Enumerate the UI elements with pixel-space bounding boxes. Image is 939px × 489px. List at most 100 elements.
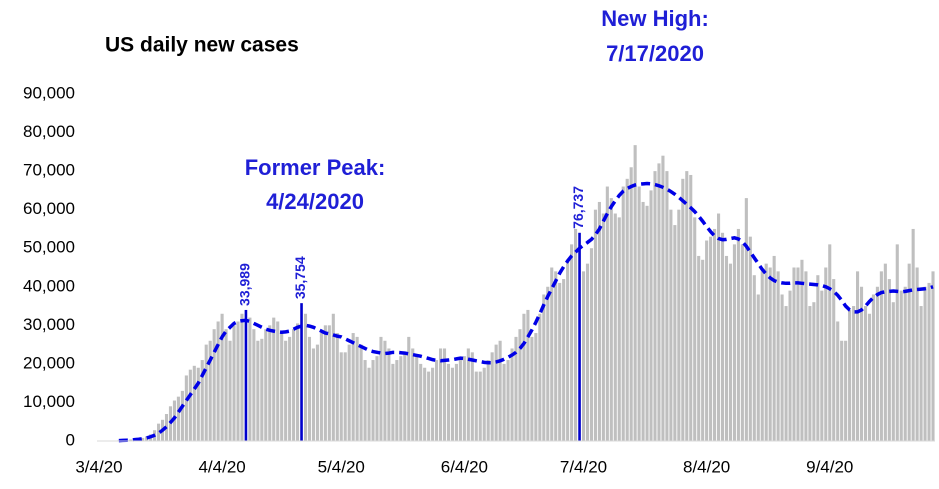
moving-average-line: [118, 181, 934, 443]
bar: [276, 321, 280, 441]
bar: [431, 367, 435, 441]
bar: [303, 313, 308, 441]
bar: [188, 369, 192, 441]
bar: [605, 186, 609, 441]
annotation: New High:: [601, 6, 709, 31]
x-tick-label: 8/4/20: [683, 457, 730, 476]
bar: [335, 333, 339, 441]
bar: [200, 360, 204, 441]
bar: [637, 186, 641, 441]
bar: [558, 282, 562, 441]
bar: [442, 348, 447, 441]
bar: [478, 371, 482, 441]
bar: [570, 244, 574, 441]
bar: [852, 306, 856, 441]
bar: [641, 201, 645, 441]
bar: [423, 367, 427, 441]
bar: [518, 329, 522, 441]
bar: [554, 271, 558, 441]
highlight-bar: [244, 309, 248, 441]
x-tick-label: 5/4/20: [318, 457, 365, 476]
bar: [812, 302, 816, 441]
annotation: 7/17/2020: [606, 41, 704, 66]
bar: [653, 171, 657, 441]
x-tick-label: 4/4/20: [198, 457, 245, 476]
bar: [172, 400, 176, 441]
bar: [931, 271, 935, 441]
bar: [848, 309, 852, 441]
bar: [685, 171, 689, 441]
bar: [859, 286, 864, 441]
bar: [923, 286, 927, 441]
bar: [280, 333, 284, 441]
bar: [411, 348, 415, 441]
y-tick-label: 20,000: [23, 353, 75, 372]
bar: [883, 263, 887, 441]
bar: [645, 205, 649, 441]
bar: [911, 228, 915, 441]
bar: [665, 171, 669, 441]
bar: [339, 352, 343, 441]
bar: [363, 360, 367, 441]
bar: [438, 348, 443, 441]
bar: [367, 367, 371, 441]
bar: [717, 213, 721, 441]
bar: [184, 375, 188, 441]
bar: [919, 306, 923, 441]
bar: [808, 306, 812, 441]
bar: [415, 356, 419, 441]
bar: [784, 306, 788, 441]
bar: [701, 259, 705, 441]
bar: [649, 190, 653, 441]
bar: [327, 325, 331, 441]
bar: [240, 313, 244, 441]
y-tick-label: 10,000: [23, 392, 75, 411]
bar: [446, 363, 451, 441]
bar: [661, 155, 665, 441]
bar: [252, 329, 256, 441]
value-label: 76,737: [570, 186, 586, 229]
bar: [458, 360, 462, 441]
bar: [597, 201, 601, 441]
bar: [732, 244, 736, 441]
bar: [403, 352, 407, 441]
bar: [268, 325, 272, 441]
bar: [157, 423, 161, 441]
bar: [736, 228, 740, 441]
bar: [740, 244, 744, 441]
y-tick-label: 30,000: [23, 315, 75, 334]
bar: [232, 325, 236, 441]
bar: [530, 336, 534, 441]
bar: [899, 290, 903, 441]
bar: [728, 263, 733, 441]
bar: [474, 371, 478, 441]
x-tick-label: 7/4/20: [560, 457, 607, 476]
annotation: Former Peak:: [245, 155, 386, 180]
bar: [526, 309, 530, 441]
bar: [383, 340, 387, 441]
bar: [832, 279, 836, 441]
bar: [804, 271, 808, 441]
bar: [506, 360, 510, 441]
bar: [375, 356, 379, 441]
bar: [693, 217, 697, 441]
bar: [407, 336, 411, 441]
bar: [875, 286, 879, 441]
value-label: 33,989: [237, 263, 253, 306]
bar: [395, 360, 399, 441]
bar: [673, 225, 677, 441]
bar: [331, 313, 335, 441]
bar: [820, 290, 824, 441]
bar: [355, 336, 359, 441]
bar: [788, 290, 792, 441]
bar: [927, 282, 931, 441]
bar: [450, 367, 455, 441]
bar: [601, 213, 605, 441]
bar: [752, 275, 756, 441]
bar: [284, 340, 288, 441]
bar: [792, 267, 796, 441]
bar: [288, 336, 292, 441]
bar: [891, 302, 895, 441]
bar: [863, 306, 868, 441]
